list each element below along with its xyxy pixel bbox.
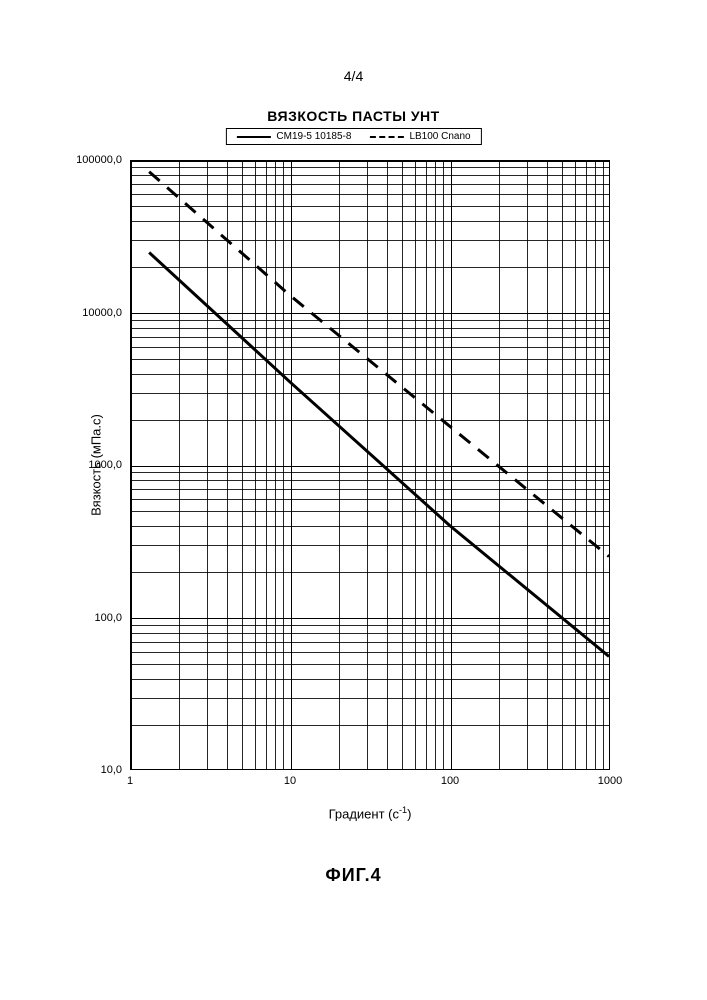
- legend: CM19-5 10185-8 LB100 Cnano: [225, 128, 481, 145]
- gridline-horizontal: [131, 320, 609, 321]
- gridline-horizontal: [131, 184, 609, 185]
- gridline-horizontal: [131, 633, 609, 634]
- chart-title: ВЯЗКОСТЬ ПАСТЫ УНТ: [267, 108, 439, 124]
- x-tick-label: 10: [284, 775, 296, 787]
- page-number: 4/4: [344, 68, 363, 84]
- y-axis-title: Вязкость (мПа.с): [88, 414, 103, 516]
- gridline-horizontal: [131, 545, 609, 546]
- legend-label: LB100 Cnano: [409, 131, 470, 142]
- figure-caption: ФИГ.4: [325, 865, 381, 886]
- gridline-horizontal: [131, 313, 609, 314]
- gridline-horizontal: [131, 267, 609, 268]
- gridline-horizontal: [131, 526, 609, 527]
- gridline-horizontal: [131, 679, 609, 680]
- gridline-horizontal: [131, 652, 609, 653]
- gridline-horizontal: [131, 359, 609, 360]
- gridline-horizontal: [131, 618, 609, 619]
- gridline-horizontal: [131, 625, 609, 626]
- legend-item: LB100 Cnano: [369, 131, 470, 142]
- gridline-horizontal: [131, 466, 609, 467]
- legend-item: CM19-5 10185-8: [236, 131, 351, 142]
- gridline-horizontal: [131, 420, 609, 421]
- gridline-horizontal: [131, 194, 609, 195]
- gridline-horizontal: [131, 393, 609, 394]
- plot-area: [130, 160, 610, 770]
- gridline-horizontal: [131, 167, 609, 168]
- gridline-horizontal: [131, 664, 609, 665]
- legend-swatch: [369, 136, 403, 138]
- gridline-horizontal: [131, 511, 609, 512]
- y-tick-label: 100,0: [94, 612, 122, 624]
- gridline-horizontal: [131, 725, 609, 726]
- gridline-horizontal: [131, 374, 609, 375]
- gridline-horizontal: [131, 221, 609, 222]
- x-axis-title: Градиент (с-1): [329, 805, 412, 821]
- legend-swatch: [236, 136, 270, 138]
- plot-area-wrapper: 1101001000 10,0100,01000,010000,0100000,…: [130, 160, 610, 770]
- gridline-horizontal: [131, 206, 609, 207]
- y-tick-label: 10000,0: [82, 307, 122, 319]
- x-tick-label: 1000: [598, 775, 622, 787]
- gridline-horizontal: [131, 337, 609, 338]
- gridline-horizontal: [131, 161, 609, 162]
- gridline-horizontal: [131, 472, 609, 473]
- gridline-horizontal: [131, 642, 609, 643]
- gridline-horizontal: [131, 328, 609, 329]
- gridline-horizontal: [131, 175, 609, 176]
- legend-label: CM19-5 10185-8: [276, 131, 351, 142]
- gridline-horizontal: [131, 489, 609, 490]
- gridline-horizontal: [131, 499, 609, 500]
- y-tick-label: 10,0: [101, 764, 122, 776]
- y-tick-label: 100000,0: [76, 154, 122, 166]
- gridline-horizontal: [131, 480, 609, 481]
- gridline-horizontal: [131, 698, 609, 699]
- x-tick-label: 1: [127, 775, 133, 787]
- gridline-horizontal: [131, 572, 609, 573]
- x-tick-label: 100: [441, 775, 459, 787]
- gridline-horizontal: [131, 347, 609, 348]
- gridline-horizontal: [131, 240, 609, 241]
